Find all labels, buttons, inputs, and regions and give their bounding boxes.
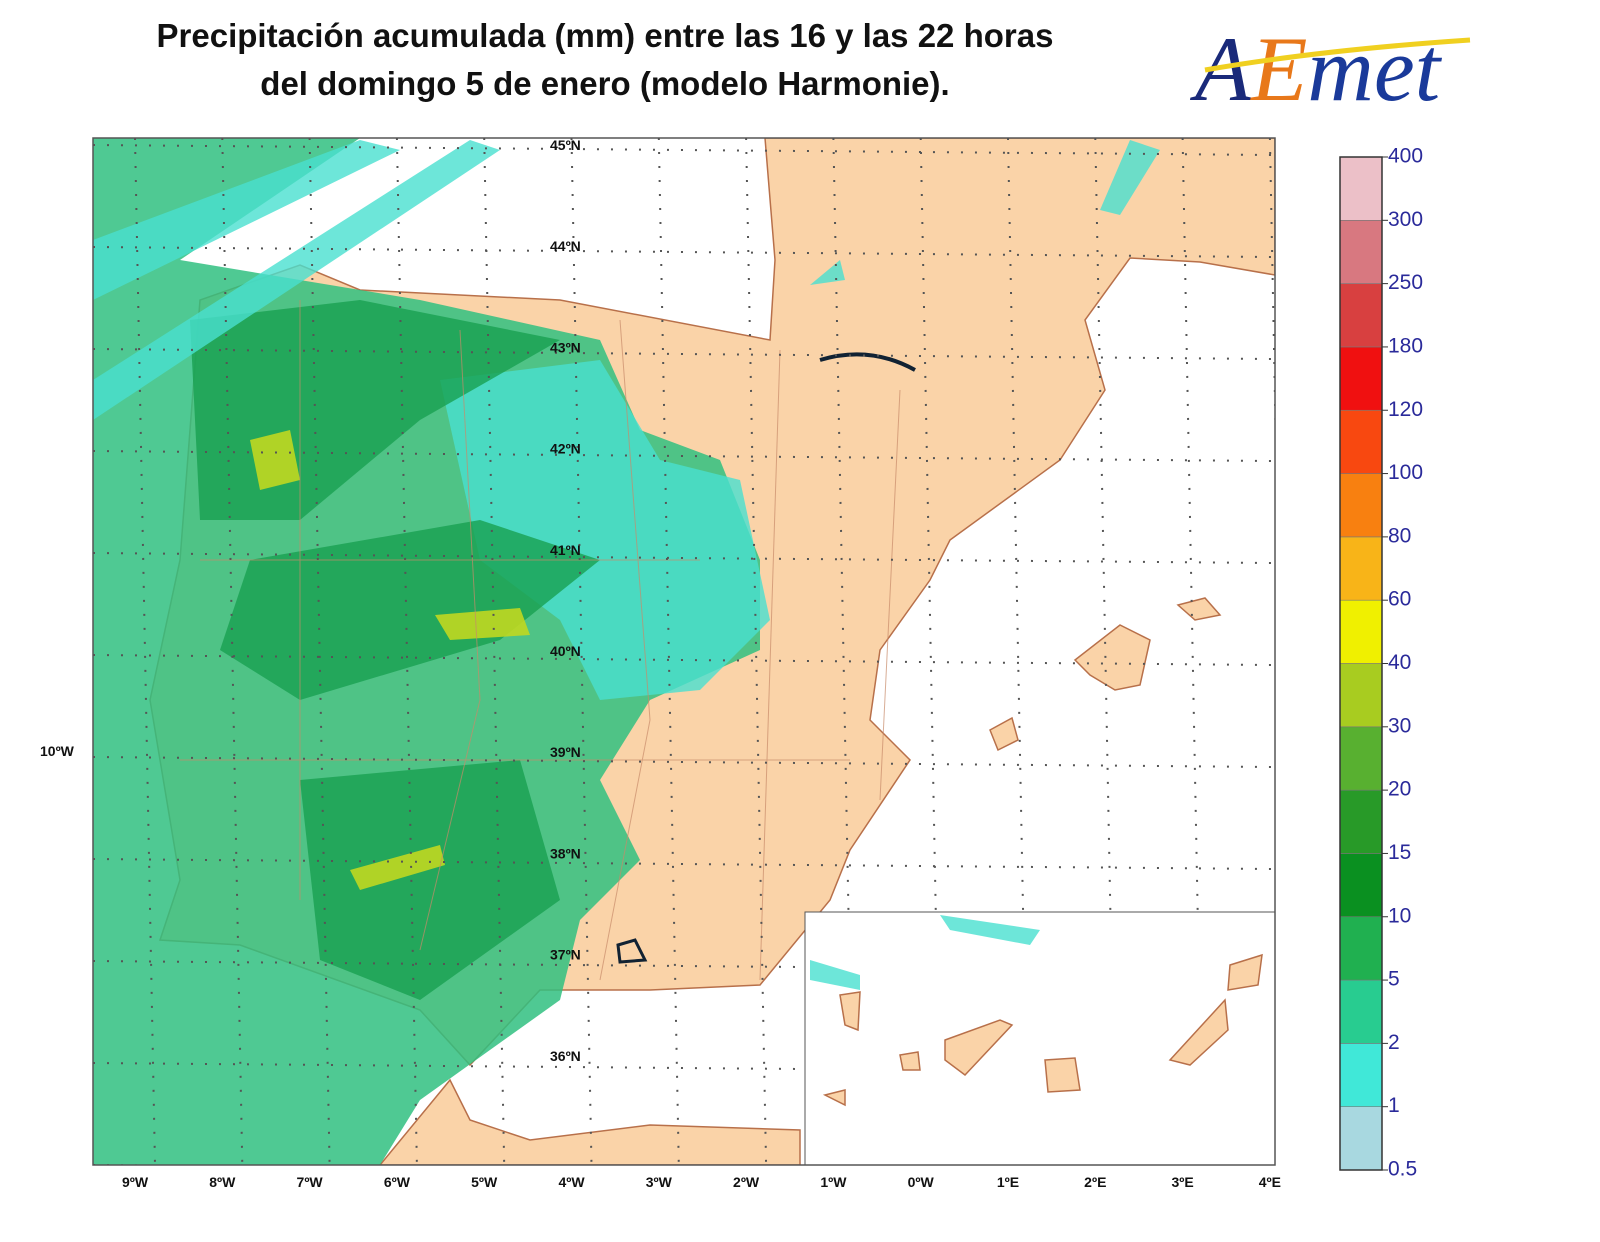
- lon-label: 6ºW: [384, 1174, 411, 1190]
- island: [989, 716, 1019, 752]
- colorbar-label: 2: [1388, 1031, 1400, 1054]
- colorbar-segment: [1339, 916, 1383, 981]
- colorbar-segment: [1339, 156, 1383, 221]
- colorbar-label: 30: [1388, 714, 1411, 737]
- colorbar-segment: [1339, 599, 1383, 664]
- lon-label: 5ºW: [471, 1174, 498, 1190]
- grid-line: [93, 552, 1275, 564]
- colorbar-segment: [1339, 409, 1383, 474]
- lat-label: 40ºN: [550, 643, 581, 659]
- colorbar-segment: [1339, 726, 1383, 791]
- colorbar-segment: [1339, 283, 1383, 348]
- grid-line: [657, 138, 680, 1165]
- grid-line: [93, 960, 1275, 972]
- lat-label: 44ºN: [550, 238, 581, 254]
- grid-line: [93, 246, 1275, 258]
- island: [822, 953, 1263, 1107]
- colorbar-label: 180: [1388, 334, 1423, 357]
- precip-streak: [810, 915, 1040, 990]
- grid-line: [93, 654, 1275, 666]
- lat-label: 42ºN: [550, 441, 581, 457]
- contour: [819, 352, 916, 372]
- lon-label: 2ºW: [733, 1174, 760, 1190]
- colorbar-label: 60: [1388, 588, 1411, 611]
- colorbar-label: 80: [1388, 524, 1411, 547]
- colorbar-segment: [1339, 789, 1383, 854]
- island: [1073, 624, 1151, 691]
- colorbar-label: 40: [1388, 651, 1411, 674]
- lon-label: 9ºW: [122, 1174, 149, 1190]
- logo-swoosh: [1204, 37, 1471, 73]
- lon-label: 1ºW: [820, 1174, 847, 1190]
- colorbar-segment: [1339, 346, 1383, 411]
- lon-label: 0ºW: [908, 1174, 935, 1190]
- colorbar-segment: [1339, 536, 1383, 601]
- logo-part: met: [1307, 18, 1442, 120]
- colorbar-label: 250: [1388, 271, 1423, 294]
- border: [180, 300, 901, 981]
- lon-label: 8ºW: [209, 1174, 236, 1190]
- colorbar-segment: [1339, 853, 1383, 918]
- grid-line: [395, 138, 418, 1165]
- colorbar-label: 120: [1388, 398, 1423, 421]
- lon-label: 7ºW: [297, 1174, 324, 1190]
- grid-line: [745, 138, 768, 1165]
- grid-line: [93, 348, 1275, 360]
- grid-line: [93, 858, 1275, 870]
- lat-label: 43ºN: [550, 339, 581, 355]
- colorbar-label: 400: [1388, 145, 1423, 168]
- contour: [616, 938, 648, 964]
- map-frame: [92, 137, 1276, 1166]
- colorbar-label: 300: [1388, 208, 1423, 231]
- grid-line: [93, 144, 1275, 156]
- lat-label: 39ºN: [550, 744, 581, 760]
- lat-label: 37ºN: [550, 947, 581, 963]
- grid-line: [93, 756, 1275, 768]
- colorbar-label: 1: [1388, 1094, 1400, 1117]
- colorbar-segment: [1339, 220, 1383, 284]
- lat-label: 41ºN: [550, 542, 581, 558]
- grid-line: [93, 1062, 1275, 1074]
- lon-label: 3ºW: [646, 1174, 673, 1190]
- grid-line: [221, 138, 244, 1165]
- precip-area: [440, 360, 770, 700]
- map: [93, 138, 1275, 1165]
- colorbar: 0.5 1 2 5 10 15 20 30 40 60 80 100 120 180 250 300 400: [1339, 145, 1423, 1181]
- title-line: del domingo 5 de enero (modelo Harmonie)…: [260, 65, 949, 102]
- west-label: 10ºW: [40, 743, 75, 759]
- lon-label: 1ºE: [997, 1174, 1019, 1190]
- lon-label: 2ºE: [1084, 1174, 1106, 1190]
- precip-area: [250, 430, 530, 890]
- logo-part: E: [1249, 18, 1307, 120]
- lon-label: 3ºE: [1171, 1174, 1193, 1190]
- grid-line: [134, 138, 156, 1165]
- lon-label: 4ºE: [1259, 1174, 1281, 1190]
- colorbar-segment: [1339, 1043, 1383, 1107]
- title-line: Precipitación acumulada (mm) entre las 1…: [157, 17, 1054, 54]
- island: [1176, 597, 1222, 621]
- grid-line: [93, 450, 1275, 462]
- colorbar-segment: [1339, 1106, 1383, 1171]
- colorbar-label: 20: [1388, 778, 1411, 801]
- grid-line: [308, 138, 331, 1165]
- lat-label: 45ºN: [550, 137, 581, 153]
- grid-line: [483, 138, 506, 1165]
- labels: 45ºN 44ºN 43ºN 42ºN 41ºN 40ºN 39ºN 38ºN 37ºN 36ºN…: [122, 137, 1281, 1190]
- colorbar-segment: [1339, 979, 1383, 1044]
- colorbar-segment: [1339, 663, 1383, 728]
- colorbar-label: 15: [1388, 841, 1411, 864]
- colorbar-label: 5: [1388, 968, 1400, 991]
- colorbar-label: 0.5: [1388, 1158, 1417, 1181]
- colorbar-label: 100: [1388, 461, 1423, 484]
- lat-label: 36ºN: [550, 1048, 581, 1064]
- colorbar-label: 10: [1388, 904, 1411, 927]
- lat-label: 38ºN: [550, 845, 581, 861]
- logo: AEmet: [1189, 18, 1443, 120]
- lon-label: 4ºW: [558, 1174, 585, 1190]
- grid-line: [570, 138, 593, 1165]
- colorbar-segment: [1339, 473, 1383, 538]
